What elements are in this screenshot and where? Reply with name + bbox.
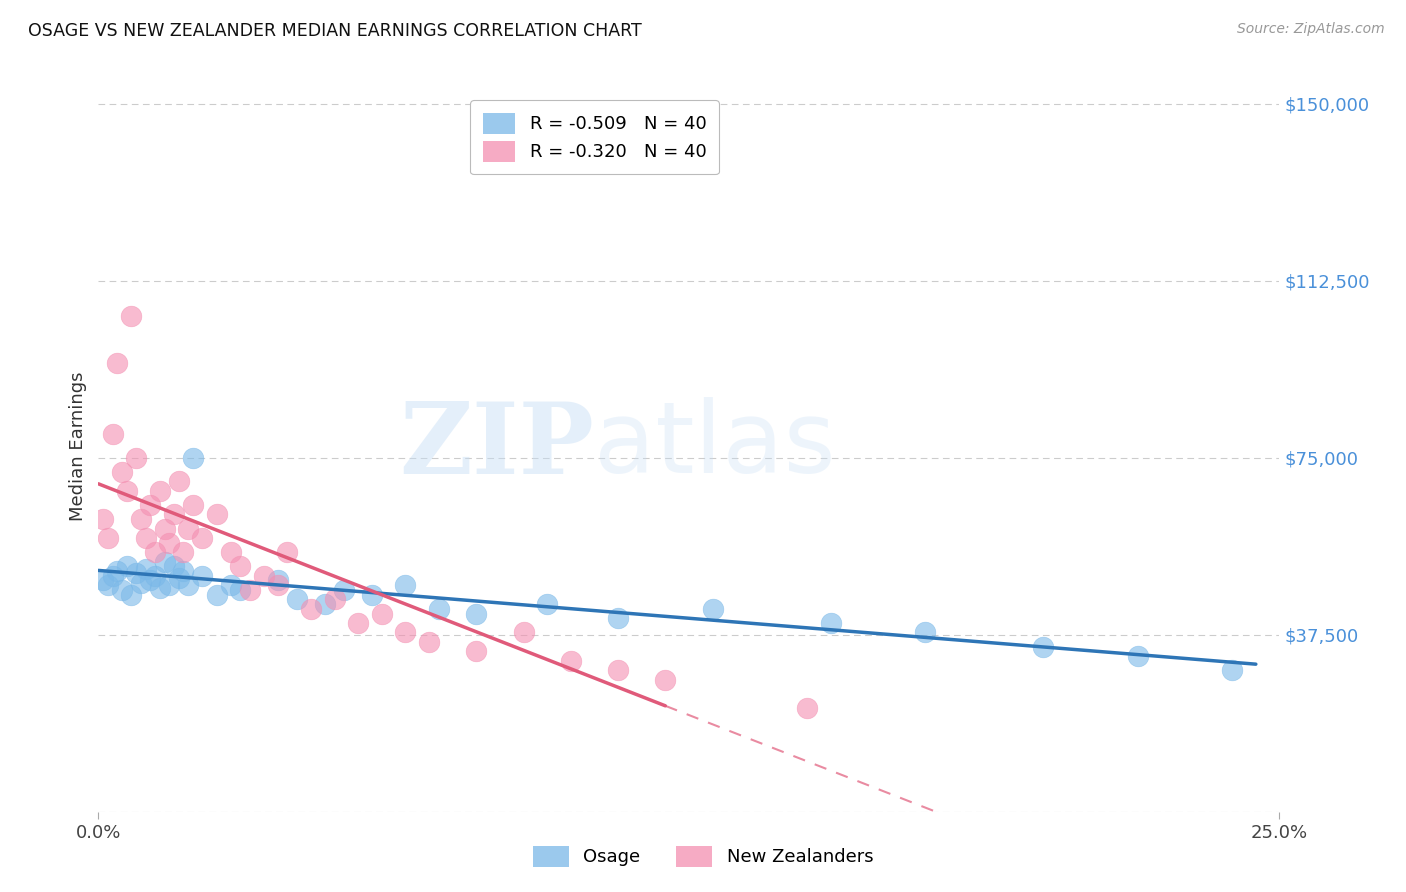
Point bbox=[177, 522, 200, 536]
Point bbox=[121, 310, 143, 324]
Y-axis label: Median Earnings: Median Earnings bbox=[69, 371, 87, 521]
Point bbox=[143, 545, 166, 559]
Point bbox=[181, 450, 204, 465]
Point bbox=[139, 574, 162, 588]
Point bbox=[267, 574, 290, 588]
Point bbox=[181, 498, 204, 512]
Point bbox=[105, 564, 128, 578]
Point bbox=[333, 582, 356, 597]
Point bbox=[172, 545, 194, 559]
Point bbox=[153, 555, 176, 569]
Point bbox=[347, 615, 370, 630]
Point bbox=[157, 535, 180, 549]
Point bbox=[163, 508, 186, 522]
Point bbox=[418, 635, 440, 649]
Point bbox=[129, 575, 152, 590]
Point bbox=[135, 562, 157, 576]
Point bbox=[560, 654, 582, 668]
Point bbox=[129, 512, 152, 526]
Point bbox=[267, 578, 290, 592]
Point bbox=[125, 450, 148, 465]
Point bbox=[101, 568, 124, 582]
Point bbox=[101, 427, 124, 442]
Point bbox=[394, 625, 416, 640]
Point bbox=[276, 545, 298, 559]
Point bbox=[205, 508, 228, 522]
Point bbox=[465, 644, 488, 658]
Point bbox=[427, 602, 450, 616]
Point bbox=[97, 578, 120, 592]
Point bbox=[167, 475, 190, 489]
Point bbox=[229, 559, 252, 574]
Point bbox=[1032, 640, 1054, 654]
Point bbox=[285, 592, 308, 607]
Point bbox=[654, 673, 676, 687]
Point bbox=[1220, 663, 1243, 677]
Point bbox=[314, 597, 336, 611]
Text: OSAGE VS NEW ZEALANDER MEDIAN EARNINGS CORRELATION CHART: OSAGE VS NEW ZEALANDER MEDIAN EARNINGS C… bbox=[28, 22, 643, 40]
Point bbox=[177, 578, 200, 592]
Point bbox=[135, 531, 157, 545]
Point bbox=[111, 465, 134, 479]
Point bbox=[299, 602, 322, 616]
Point bbox=[125, 566, 148, 581]
Point bbox=[536, 597, 558, 611]
Point bbox=[121, 588, 143, 602]
Point bbox=[394, 578, 416, 592]
Point bbox=[163, 559, 186, 574]
Point bbox=[820, 615, 842, 630]
Point bbox=[191, 531, 214, 545]
Legend: R = -0.509   N = 40, R = -0.320   N = 40: R = -0.509 N = 40, R = -0.320 N = 40 bbox=[470, 100, 718, 175]
Point bbox=[229, 582, 252, 597]
Legend: Osage, New Zealanders: Osage, New Zealanders bbox=[526, 838, 880, 874]
Point bbox=[115, 483, 138, 498]
Point bbox=[702, 602, 724, 616]
Point bbox=[512, 625, 534, 640]
Point bbox=[172, 564, 194, 578]
Point bbox=[219, 545, 242, 559]
Point bbox=[914, 625, 936, 640]
Point bbox=[115, 559, 138, 574]
Point bbox=[1126, 648, 1149, 663]
Point bbox=[97, 531, 120, 545]
Point bbox=[157, 578, 180, 592]
Point bbox=[607, 663, 630, 677]
Point bbox=[219, 578, 242, 592]
Point bbox=[167, 571, 190, 585]
Point bbox=[361, 588, 384, 602]
Point bbox=[205, 588, 228, 602]
Point bbox=[153, 522, 176, 536]
Text: ZIP: ZIP bbox=[399, 398, 595, 494]
Point bbox=[607, 611, 630, 625]
Point bbox=[139, 498, 162, 512]
Point bbox=[91, 512, 114, 526]
Point bbox=[111, 582, 134, 597]
Point bbox=[796, 701, 818, 715]
Point bbox=[149, 483, 172, 498]
Point bbox=[253, 568, 276, 582]
Point bbox=[323, 592, 346, 607]
Point bbox=[143, 568, 166, 582]
Point bbox=[371, 607, 394, 621]
Point bbox=[149, 581, 172, 595]
Point bbox=[191, 568, 214, 582]
Point bbox=[91, 574, 114, 588]
Text: atlas: atlas bbox=[595, 398, 837, 494]
Point bbox=[465, 607, 488, 621]
Text: Source: ZipAtlas.com: Source: ZipAtlas.com bbox=[1237, 22, 1385, 37]
Point bbox=[239, 582, 262, 597]
Point bbox=[105, 356, 128, 370]
